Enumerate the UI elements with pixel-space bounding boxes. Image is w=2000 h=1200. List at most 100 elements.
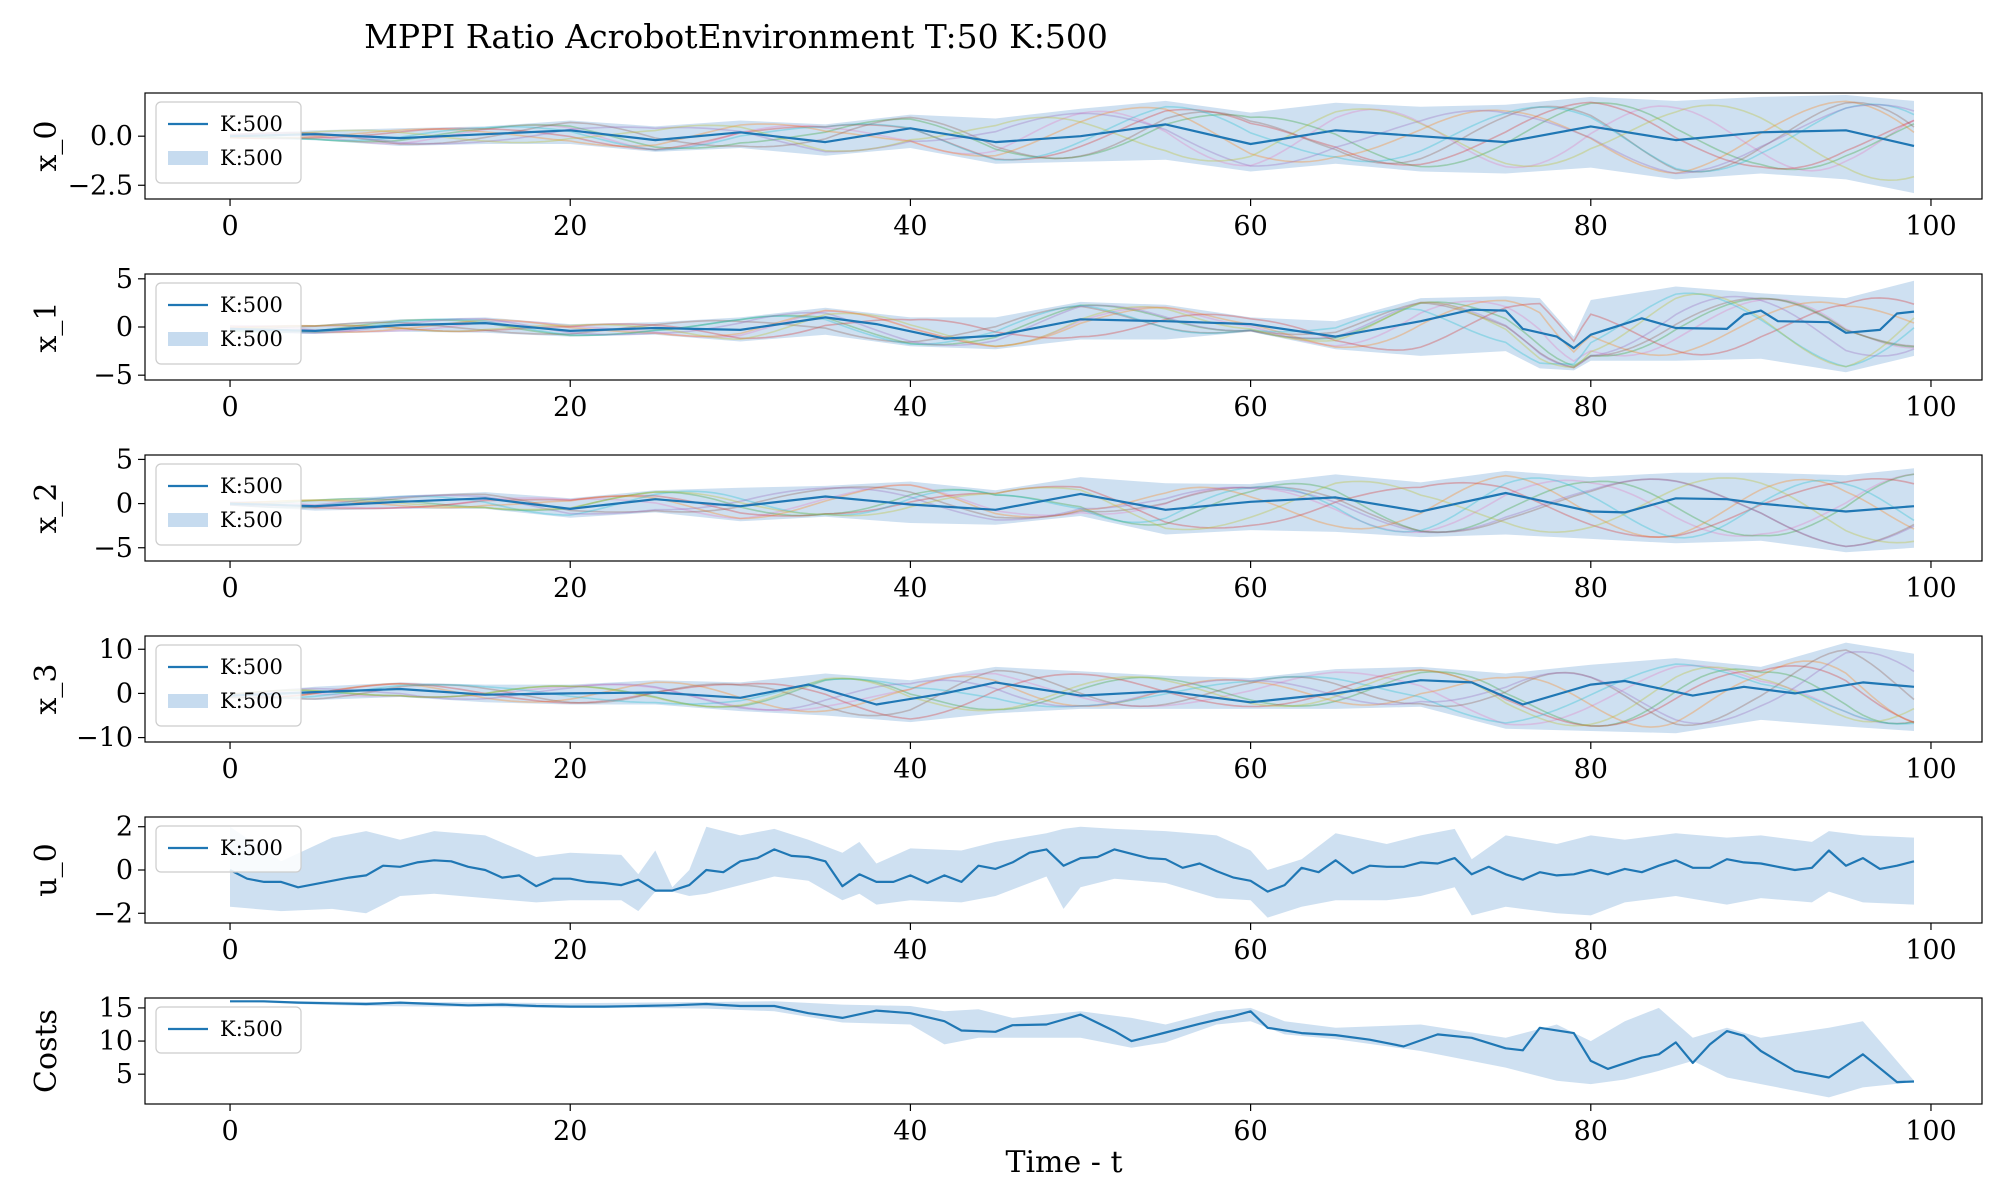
legend-band-swatch	[168, 513, 208, 527]
subplot-2: 0 20 40 60 80 100 5 0 −5 x_1 K:500 K:500	[29, 264, 1983, 423]
x-tick-label: 20	[553, 935, 587, 966]
x-tick-label: 0	[221, 392, 238, 423]
sample-trace	[229, 293, 1915, 369]
sample-trace	[229, 104, 1915, 175]
axes-frame	[144, 997, 1983, 1105]
y-tick-label: 2	[116, 812, 133, 843]
sample-trace	[229, 477, 1915, 539]
band-area	[230, 468, 1914, 553]
axes-frame	[144, 635, 1983, 743]
plot-area-2	[229, 280, 1915, 373]
legend-label: K:500	[220, 689, 283, 713]
sample-trace	[229, 478, 1915, 538]
x-tick-label: 0	[221, 754, 238, 785]
sample-trace	[229, 297, 1915, 369]
mean-line	[229, 679, 1915, 706]
band-area	[230, 1001, 1914, 1098]
figure-title: MPPI Ratio AcrobotEnvironment T:50 K:500	[364, 17, 1108, 56]
sample-trace	[229, 104, 1915, 182]
legend-label: K:500	[220, 327, 283, 351]
x-tick-label: 60	[1233, 392, 1267, 423]
sample-trace	[229, 297, 1915, 356]
legend: K:500 K:500	[155, 644, 302, 727]
sample-trace	[229, 473, 1915, 537]
x-tick-label: 20	[553, 1116, 587, 1147]
sample-trace	[229, 298, 1915, 363]
sample-trace	[229, 101, 1915, 171]
x-tick-label: 40	[893, 1116, 927, 1147]
legend: K:500 K:500	[155, 101, 302, 184]
x-tick-label: 80	[1574, 935, 1608, 966]
y-tick-label: −10	[76, 723, 133, 754]
legend-label: K:500	[220, 474, 283, 498]
x-tick-label: 40	[893, 392, 927, 423]
legend-band-swatch	[168, 151, 208, 165]
legend-label: K:500	[220, 112, 283, 136]
x-tick-label: 20	[553, 754, 587, 785]
x-tick-label: 40	[893, 935, 927, 966]
mean-line	[230, 1000, 1915, 1084]
mean-line	[229, 491, 1915, 514]
sample-trace	[229, 663, 1915, 725]
mean-line	[229, 308, 1915, 350]
legend-label: K:500	[220, 146, 283, 170]
y-tick-label: 15	[99, 993, 133, 1024]
sample-trace	[229, 474, 1915, 539]
band-area	[230, 826, 1914, 918]
y-tick-label: 5	[116, 1059, 133, 1090]
plot-area-4	[229, 642, 1915, 734]
x-tick-label: 60	[1233, 1116, 1267, 1147]
x-tick-label: 60	[1233, 573, 1267, 604]
x-tick-label: 40	[893, 754, 927, 785]
sample-trace	[229, 668, 1915, 727]
x-tick-label: 80	[1574, 392, 1608, 423]
x-tick-label: 0	[221, 573, 238, 604]
sample-trace	[229, 103, 1915, 173]
y-tick-label: 10	[99, 1026, 133, 1057]
y-tick-label: 5	[116, 264, 133, 295]
x-tick-label: 100	[1905, 573, 1957, 604]
legend: K:500	[155, 1006, 302, 1054]
x-tick-label: 100	[1905, 935, 1957, 966]
x-tick-label: 60	[1233, 935, 1267, 966]
x-tick-label: 100	[1905, 211, 1957, 242]
sample-trace	[229, 297, 1915, 367]
legend-band-swatch	[168, 694, 208, 708]
axes-frame	[144, 92, 1983, 200]
band-area	[230, 642, 1914, 734]
legend-box	[155, 1006, 302, 1054]
y-axis-label: x_0	[29, 120, 64, 171]
x-tick-label: 0	[221, 935, 238, 966]
legend: K:500	[155, 825, 302, 873]
plot-area-1	[229, 95, 1915, 194]
band-area	[230, 280, 1914, 373]
sample-trace	[229, 105, 1915, 172]
x-tick-label: 60	[1233, 754, 1267, 785]
plot-area-3	[229, 468, 1915, 553]
x-tick-label: 0	[221, 211, 238, 242]
sample-trace	[229, 649, 1915, 727]
band-area	[230, 95, 1914, 194]
sample-trace	[229, 650, 1915, 725]
y-axis-label: x_1	[29, 301, 64, 352]
y-tick-label: 0	[116, 678, 133, 709]
axes-frame	[144, 454, 1983, 562]
x-axis-label: Time - t	[1005, 1145, 1122, 1180]
sample-trace	[229, 478, 1915, 548]
legend-label: K:500	[220, 1017, 283, 1041]
plot-area-6	[230, 1000, 1915, 1098]
x-tick-label: 100	[1905, 392, 1957, 423]
subplot-3: 0 20 40 60 80 100 5 0 −5 x_2 K:500 K:500	[29, 444, 1983, 604]
sample-trace	[229, 101, 1915, 170]
y-tick-label: 5	[116, 444, 133, 475]
legend-label: K:500	[220, 508, 283, 532]
sample-trace	[229, 664, 1915, 727]
x-tick-label: 80	[1574, 1116, 1608, 1147]
x-tick-label: 80	[1574, 211, 1608, 242]
y-axis-label: x_2	[29, 482, 64, 533]
